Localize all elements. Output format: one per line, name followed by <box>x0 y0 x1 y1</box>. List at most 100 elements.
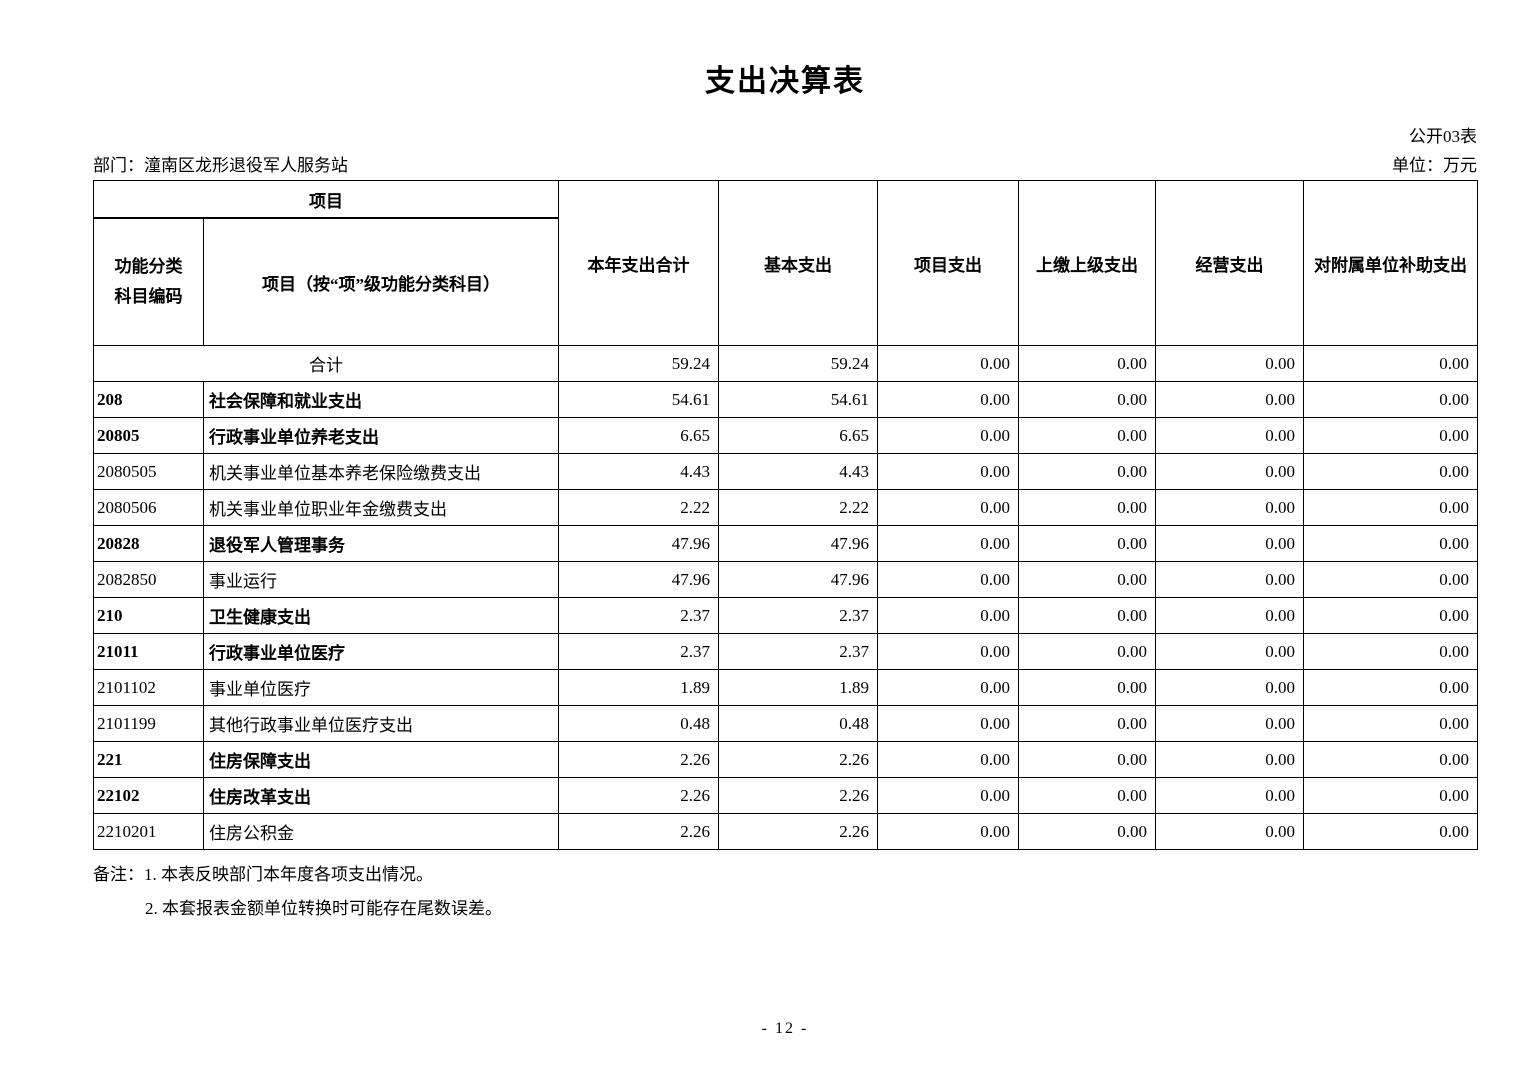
row-value: 0.00 <box>1155 453 1304 490</box>
row-value: 0.00 <box>1155 777 1304 814</box>
row-value: 4.43 <box>718 453 878 490</box>
row-value: 6.65 <box>718 417 878 454</box>
row-item-name: 退役军人管理事务 <box>203 525 559 562</box>
row-item-name: 事业运行 <box>203 561 559 598</box>
row-value: 0.00 <box>877 597 1019 634</box>
header-project-group: 项目 <box>93 180 559 219</box>
row-value: 0.00 <box>1155 417 1304 454</box>
row-value: 6.65 <box>558 417 719 454</box>
header-function-code: 功能分类科目编码 <box>93 217 204 346</box>
row-function-code: 22102 <box>93 777 204 814</box>
row-value: 0.00 <box>1155 345 1304 382</box>
header-upper-level-expenditure: 上缴上级支出 <box>1018 180 1156 346</box>
table-number: 公开03表 <box>1409 127 1477 146</box>
row-value: 0.00 <box>1155 597 1304 634</box>
row-value: 0.00 <box>1018 381 1156 418</box>
row-value: 0.00 <box>877 381 1019 418</box>
row-function-code: 21011 <box>93 633 204 670</box>
row-value: 0.00 <box>1155 525 1304 562</box>
row-value: 0.00 <box>1018 813 1156 850</box>
table-row: 2101102 事业单位医疗 1.89 1.89 0.00 0.00 0.00 0.00 <box>93 669 1478 706</box>
note-line-2: 2. 本套报表金额单位转换时可能存在尾数误差。 <box>145 899 502 918</box>
row-value: 47.96 <box>718 561 878 598</box>
expenditure-table: 项目 本年支出合计 基本支出 项目支出 上缴上级支出 经营支出 对附属单位补助支… <box>93 180 1478 850</box>
row-value: 0.00 <box>877 705 1019 742</box>
row-value: 0.00 <box>1155 741 1304 778</box>
row-function-code: 2101199 <box>93 705 204 742</box>
row-value: 2.22 <box>558 489 719 526</box>
row-function-code: 221 <box>93 741 204 778</box>
table-row: 221 住房保障支出 2.26 2.26 0.00 0.00 0.00 0.00 <box>93 741 1478 778</box>
row-value: 2.37 <box>558 597 719 634</box>
row-value: 0.00 <box>1018 345 1156 382</box>
row-value: 0.00 <box>1155 669 1304 706</box>
row-value: 0.00 <box>1303 813 1478 850</box>
row-value: 0.00 <box>1303 597 1478 634</box>
table-row: 21011 行政事业单位医疗 2.37 2.37 0.00 0.00 0.00 0.00 <box>93 633 1478 670</box>
header-basic-expenditure: 基本支出 <box>718 180 878 346</box>
table-row: 2080505 机关事业单位基本养老保险缴费支出 4.43 4.43 0.00 0.00 0… <box>93 453 1478 490</box>
table-row: 20828 退役军人管理事务 47.96 47.96 0.00 0.00 0.00 0.00 <box>93 525 1478 562</box>
row-value: 0.00 <box>877 813 1019 850</box>
row-value: 0.00 <box>1303 741 1478 778</box>
header-subsidy-expenditure: 对附属单位补助支出 <box>1303 180 1478 346</box>
table-row: 208 社会保障和就业支出 54.61 54.61 0.00 0.00 0.00 0.00 <box>93 381 1478 418</box>
row-value: 47.96 <box>558 561 719 598</box>
row-value: 0.00 <box>1303 489 1478 526</box>
notes: 备注：1. 本表反映部门本年度各项支出情况。 2. 本套报表金额单位转换时可能存… <box>93 858 1477 926</box>
row-function-code: 2101102 <box>93 669 204 706</box>
row-value: 0.00 <box>1155 633 1304 670</box>
row-value: 0.00 <box>1303 453 1478 490</box>
table-header: 项目 本年支出合计 基本支出 项目支出 上缴上级支出 经营支出 对附属单位补助支… <box>93 180 1478 346</box>
table-row: 20805 行政事业单位养老支出 6.65 6.65 0.00 0.00 0.00 0.00 <box>93 417 1478 454</box>
row-value: 0.00 <box>1018 489 1156 526</box>
row-value: 0.00 <box>1155 705 1304 742</box>
row-value: 2.26 <box>718 741 878 778</box>
row-item-name: 卫生健康支出 <box>203 597 559 634</box>
table-row: 2210201 住房公积金 2.26 2.26 0.00 0.00 0.00 0.00 <box>93 813 1478 850</box>
page-title: 支出决算表 <box>705 65 865 98</box>
row-value: 0.00 <box>877 669 1019 706</box>
row-function-code: 2210201 <box>93 813 204 850</box>
row-value: 2.37 <box>718 633 878 670</box>
row-item-name: 机关事业单位职业年金缴费支出 <box>203 489 559 526</box>
row-value: 0.00 <box>877 489 1019 526</box>
row-value: 0.00 <box>1155 561 1304 598</box>
table-row: 2101199 其他行政事业单位医疗支出 0.48 0.48 0.00 0.00 0.00 0… <box>93 705 1478 742</box>
row-value: 0.00 <box>1018 777 1156 814</box>
table-row: 合计 59.24 59.24 0.00 0.00 0.00 0.00 <box>93 345 1478 382</box>
row-item-name: 机关事业单位基本养老保险缴费支出 <box>203 453 559 490</box>
row-item-name: 其他行政事业单位医疗支出 <box>203 705 559 742</box>
row-value: 0.00 <box>1303 705 1478 742</box>
document-page: 支出决算表 公开03表 部门：潼南区龙形退役军人服务站 单位：万元 项目 本年支… <box>93 0 1478 926</box>
row-value: 0.00 <box>877 345 1019 382</box>
unit-label: 单位：万元 <box>1392 156 1477 175</box>
row-value: 0.00 <box>877 633 1019 670</box>
row-item-name: 行政事业单位养老支出 <box>203 417 559 454</box>
table-row: 210 卫生健康支出 2.37 2.37 0.00 0.00 0.00 0.00 <box>93 597 1478 634</box>
row-value: 0.00 <box>1303 381 1478 418</box>
row-value: 0.00 <box>1018 561 1156 598</box>
table-row: 2080506 机关事业单位职业年金缴费支出 2.22 2.22 0.00 0.00 0.0… <box>93 489 1478 526</box>
row-value: 2.22 <box>718 489 878 526</box>
row-value: 2.26 <box>558 741 719 778</box>
meta-row: 部门：潼南区龙形退役军人服务站 单位：万元 <box>93 151 1477 176</box>
row-function-code: 20805 <box>93 417 204 454</box>
row-item-name: 住房公积金 <box>203 813 559 850</box>
row-item-name: 社会保障和就业支出 <box>203 381 559 418</box>
row-item-name: 住房保障支出 <box>203 741 559 778</box>
row-value: 0.00 <box>1303 633 1478 670</box>
row-value: 0.00 <box>1303 669 1478 706</box>
row-value: 0.00 <box>1303 417 1478 454</box>
row-value: 4.43 <box>558 453 719 490</box>
table-row: 2082850 事业运行 47.96 47.96 0.00 0.00 0.00 0.00 <box>93 561 1478 598</box>
row-value: 0.00 <box>1018 597 1156 634</box>
department-label: 部门：潼南区龙形退役军人服务站 <box>93 156 348 175</box>
row-function-code: 2080506 <box>93 489 204 526</box>
table-body: 合计 59.24 59.24 0.00 0.00 0.00 0.00 208 社会保障和就业支出… <box>93 345 1478 850</box>
row-value: 0.00 <box>1018 525 1156 562</box>
row-value: 2.26 <box>718 813 878 850</box>
row-value: 0.00 <box>1303 777 1478 814</box>
row-value: 59.24 <box>558 345 719 382</box>
row-value: 0.00 <box>1303 345 1478 382</box>
